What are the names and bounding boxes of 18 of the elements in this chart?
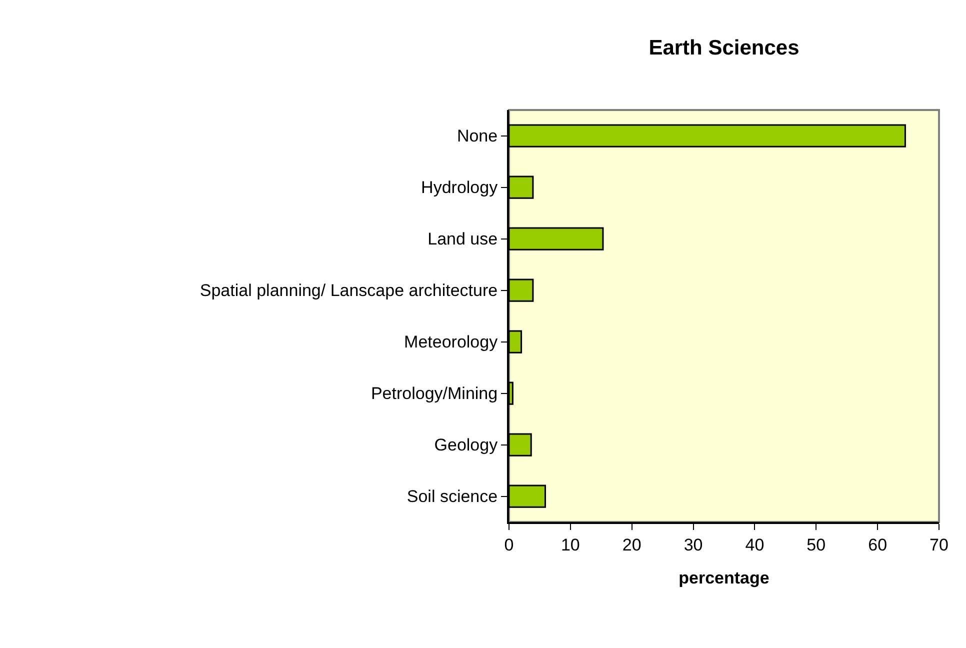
x-tick-label: 70 — [930, 535, 948, 554]
x-axis-title: percentage — [678, 568, 770, 588]
chart-title: Earth Sciences — [648, 36, 800, 60]
x-tick-label: 0 — [504, 535, 514, 554]
x-tick-label: 10 — [560, 535, 580, 554]
y-tick-label: None — [456, 126, 498, 146]
x-tick-label: 60 — [868, 535, 888, 554]
y-tick-label: Hydrology — [421, 178, 498, 198]
x-tick-label: 40 — [745, 535, 764, 554]
y-tick-label: Land use — [428, 230, 498, 249]
x-tick-label: 30 — [684, 535, 703, 554]
y-tick-label: Spatial planning/ Lanscape architecture — [200, 281, 498, 300]
y-tick-label: Petrology/Mining — [370, 384, 498, 404]
x-tick-label: 50 — [806, 535, 826, 554]
y-tick-label: Meteorology — [404, 332, 498, 352]
y-tick-label: Geology — [434, 436, 498, 455]
y-tick-label: Soil science — [406, 487, 498, 506]
x-tick-label: 20 — [622, 535, 642, 554]
